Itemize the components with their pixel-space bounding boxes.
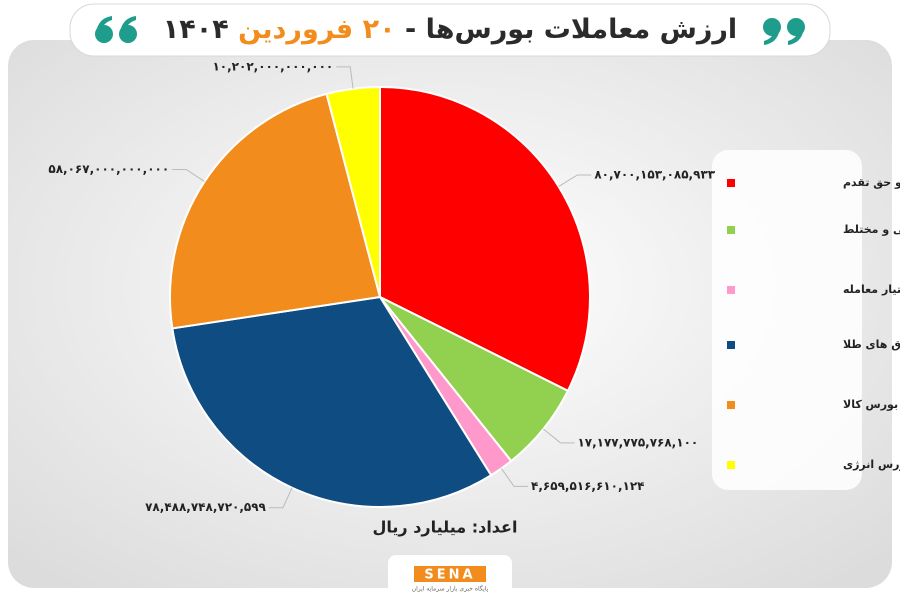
data-label: ۴,۶۵۹,۵۱۶,۶۱۰,۱۲۴ [531,479,644,493]
title-part: ارزش معاملات بورس‌ها - [405,14,738,45]
data-label: ۸۰,۷۰۰,۱۵۳,۰۸۵,۹۳۳ [594,167,715,181]
legend-label: صندوق سهامی و مختلط [843,223,900,236]
unit-note: اعداد: میلیارد ریال [373,518,518,537]
leader-line [543,428,575,444]
legend-swatch [727,401,735,409]
data-label: ۱۷,۱۷۷,۷۷۵,۷۶۸,۱۰۰ [577,435,698,449]
data-label: ۵۸,۰۶۷,۰۰۰,۰۰۰,۰۰۰ [48,162,169,176]
leader-line [558,174,592,187]
quote-left [95,16,137,43]
legend-swatch [727,226,735,234]
title-year: ۱۴۰۴ [162,14,229,45]
legend-swatch [727,286,735,294]
legend-label: سهام و حق تقدم [843,176,900,189]
title-box [69,3,831,57]
leader-line [336,66,354,89]
data-label: ۷۸,۴۸۸,۷۴۸,۷۲۰,۵۹۹ [145,500,266,514]
logo-tagline: پایگاه خبری بازار سرمایه ایران [412,585,489,593]
legend-swatch [727,179,735,187]
logo-text: SENA [424,568,475,583]
leader-line [500,468,529,487]
legend-swatch [727,341,735,349]
leader-line [172,168,205,182]
leader-line [268,487,293,509]
pie-slice [325,85,381,298]
quote-right [763,18,805,45]
pie-slice [379,85,591,393]
data-label: ۱۰,۲۰۲,۰۰۰,۰۰۰,۰۰۰ [212,59,333,73]
legend-label: اختیار معامله [843,283,900,296]
legend-box [712,150,862,490]
legend-swatch [727,461,735,469]
legend-label: صندوق های طلا [843,338,900,351]
logo-bar [414,566,486,582]
legend-label: بازار فیزیکی بورس انرژی [843,458,900,471]
pie-slice [171,295,493,508]
chart-title: ارزش معاملات بورس‌ها - ۲۰ فروردین ۱۴۰۴ [150,8,750,52]
legend-label: بازار فیزیکی بورس کالا [843,398,900,411]
title-date: ۲۰ فروردین [238,14,396,45]
